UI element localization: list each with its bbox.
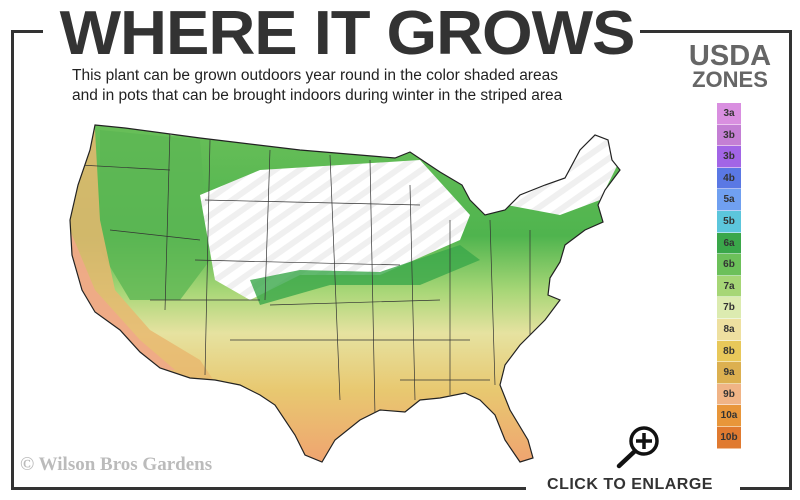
- zoom-in-magnifier-icon[interactable]: [608, 424, 668, 474]
- frame-right: [789, 30, 792, 490]
- frame-top-right: [640, 30, 792, 33]
- legend-title-line-1: USDA: [688, 40, 772, 72]
- click-to-enlarge-button[interactable]: CLICK TO ENLARGE: [547, 476, 713, 493]
- legend-zone-6a: 6a: [717, 232, 741, 255]
- legend-zone-7b: 7b: [717, 297, 741, 319]
- legend-zone-8a: 8a: [717, 318, 741, 341]
- zone-legend: 3a 3b 3b 4b 5a 5b 6a 6b 7a 7b 8a 8b 9a 9b 10a 10b: [717, 103, 741, 449]
- legend-zone-5a: 5a: [717, 189, 741, 211]
- legend-zone-10a: 10a: [717, 405, 741, 427]
- legend-zone-9b: 9b: [717, 383, 741, 406]
- legend-zone-6b: 6b: [717, 254, 741, 276]
- legend-zone-7a: 7a: [717, 275, 741, 298]
- frame-top-left: [11, 30, 43, 33]
- legend-zone-4b: 4b: [717, 167, 741, 190]
- legend-zone-3a: 3a: [717, 103, 741, 125]
- legend-zone-9a: 9a: [717, 362, 741, 384]
- legend-zone-8b: 8b: [717, 340, 741, 363]
- subtitle-line-2: and in pots that can be brought indoors …: [72, 87, 563, 104]
- legend-zone-10b: 10b: [717, 426, 741, 449]
- subtitle: This plant can be grown outdoors year ro…: [72, 66, 562, 106]
- legend-title-line-2: ZONES: [692, 67, 768, 92]
- legend-zone-5b: 5b: [717, 210, 741, 233]
- subtitle-line-1: This plant can be grown outdoors year ro…: [72, 67, 558, 84]
- frame-bottom-left: [11, 487, 526, 490]
- legend-zone-3b: 3b: [717, 146, 741, 168]
- frame-bottom-right: [740, 487, 792, 490]
- legend-title: USDA ZONES: [680, 40, 780, 92]
- frame-left: [11, 30, 14, 490]
- copyright-watermark: © Wilson Bros Gardens: [20, 454, 213, 475]
- page-title: WHERE IT GROWS: [59, 0, 636, 68]
- legend-zone-3b: 3b: [717, 124, 741, 147]
